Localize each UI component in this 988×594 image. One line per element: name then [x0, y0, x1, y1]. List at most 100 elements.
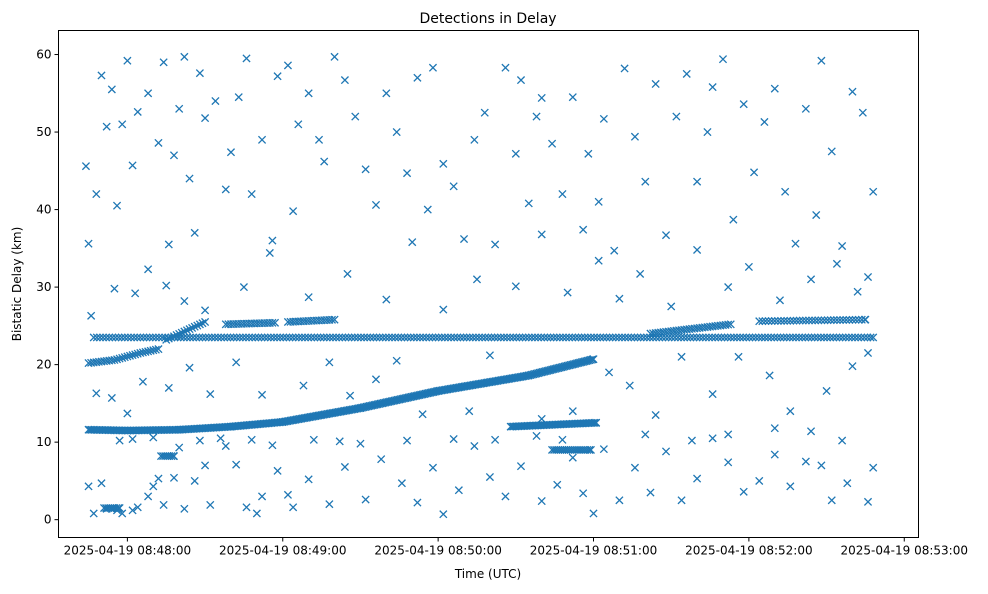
- track-b6-point: [804, 316, 814, 325]
- detection-point: [454, 486, 463, 495]
- constant-track-point: [577, 333, 586, 342]
- constant-track-point: [726, 333, 735, 342]
- detection-point: [408, 238, 417, 247]
- detection-point: [413, 73, 422, 82]
- constant-track-point: [471, 333, 481, 342]
- constant-track-point: [729, 333, 738, 342]
- constant-track-point: [574, 333, 583, 342]
- plot-frame: [58, 30, 919, 538]
- constant-track-point: [826, 333, 835, 342]
- constant-track-point: [276, 333, 285, 342]
- constant-track-point: [313, 333, 322, 342]
- constant-track-point: [860, 333, 869, 342]
- detection-point: [641, 177, 650, 186]
- track-b6-point: [842, 315, 851, 324]
- detection-point: [708, 390, 717, 399]
- detection-point: [216, 434, 225, 443]
- constant-track-point: [599, 333, 608, 342]
- detection-point: [589, 509, 598, 518]
- data-points: [81, 52, 878, 519]
- track-b2-point: [180, 327, 189, 336]
- constant-track-point: [561, 333, 571, 342]
- detection-point: [687, 436, 696, 445]
- track-b5-point: [726, 320, 735, 329]
- detection-point: [180, 296, 189, 306]
- constant-track-point: [524, 333, 533, 342]
- detection-point: [630, 463, 640, 472]
- track-b2-point: [164, 334, 173, 343]
- constant-track-point: [294, 333, 303, 342]
- constant-track-point: [297, 333, 306, 342]
- detection-point: [392, 356, 401, 365]
- detection-point: [97, 71, 106, 80]
- detection-point: [568, 407, 577, 416]
- detection-point: [491, 240, 500, 249]
- constant-track-point: [204, 333, 213, 342]
- detection-point: [185, 174, 194, 183]
- constant-track-point: [558, 333, 568, 342]
- constant-track-point: [589, 333, 599, 342]
- constant-track-point: [148, 333, 157, 342]
- constant-track-point: [627, 333, 636, 342]
- constant-track-point: [621, 333, 630, 342]
- detection-point: [744, 262, 753, 272]
- constant-track-point: [670, 333, 679, 342]
- constant-track-point: [325, 333, 334, 342]
- constant-track-point: [406, 333, 415, 342]
- constant-track-point: [195, 333, 204, 342]
- constant-track-point: [394, 333, 403, 342]
- detection-point: [283, 490, 292, 499]
- detection-point: [729, 215, 738, 224]
- constant-track-point: [565, 333, 574, 342]
- detection-point: [257, 390, 267, 399]
- detection-point: [257, 492, 267, 501]
- constant-track-point: [530, 333, 540, 342]
- detection-point: [118, 120, 127, 129]
- detection-point: [465, 407, 474, 416]
- track-b6-point: [808, 316, 817, 325]
- detection-point: [724, 430, 733, 439]
- constant-track-point: [425, 333, 434, 342]
- constant-track-point: [689, 333, 698, 342]
- detection-point: [548, 139, 557, 148]
- constant-track-point: [114, 333, 123, 342]
- constant-track-point: [602, 333, 611, 342]
- constant-track-point: [350, 333, 359, 342]
- track-b6-point: [845, 315, 854, 324]
- detection-point: [610, 246, 619, 255]
- detection-point: [594, 197, 603, 206]
- constant-track-point: [142, 333, 151, 342]
- constant-track-point: [779, 333, 788, 342]
- detection-point: [149, 433, 158, 442]
- detection-point: [180, 504, 189, 513]
- detection-point: [636, 269, 645, 278]
- detection-point: [832, 259, 841, 268]
- detection-point: [869, 463, 878, 472]
- constant-track-point: [151, 333, 160, 342]
- detection-point: [133, 503, 142, 512]
- detection-point: [848, 87, 857, 96]
- detection-point: [516, 462, 526, 471]
- y-tick-label: 40: [36, 203, 51, 217]
- constant-track-point: [636, 333, 645, 342]
- detection-point: [755, 476, 764, 485]
- track-b1-point: [125, 351, 135, 360]
- track-b6-point: [789, 316, 798, 325]
- constant-track-point: [102, 333, 111, 342]
- constant-track-point: [223, 333, 232, 342]
- constant-track-point: [698, 333, 707, 342]
- constant-track-point: [686, 333, 695, 342]
- y-tick-label: 30: [36, 280, 51, 294]
- detection-point: [289, 207, 298, 216]
- constant-track-point: [468, 333, 477, 342]
- detection-point: [107, 393, 116, 403]
- detection-point: [247, 435, 256, 444]
- track-b2-point: [195, 320, 204, 329]
- track-b6-point: [861, 315, 870, 324]
- constant-track-point: [499, 333, 508, 342]
- detection-point: [693, 245, 702, 254]
- track-b2-point: [169, 332, 179, 341]
- detection-point: [169, 473, 179, 482]
- constant-track-point: [232, 333, 241, 342]
- detection-point: [838, 241, 847, 251]
